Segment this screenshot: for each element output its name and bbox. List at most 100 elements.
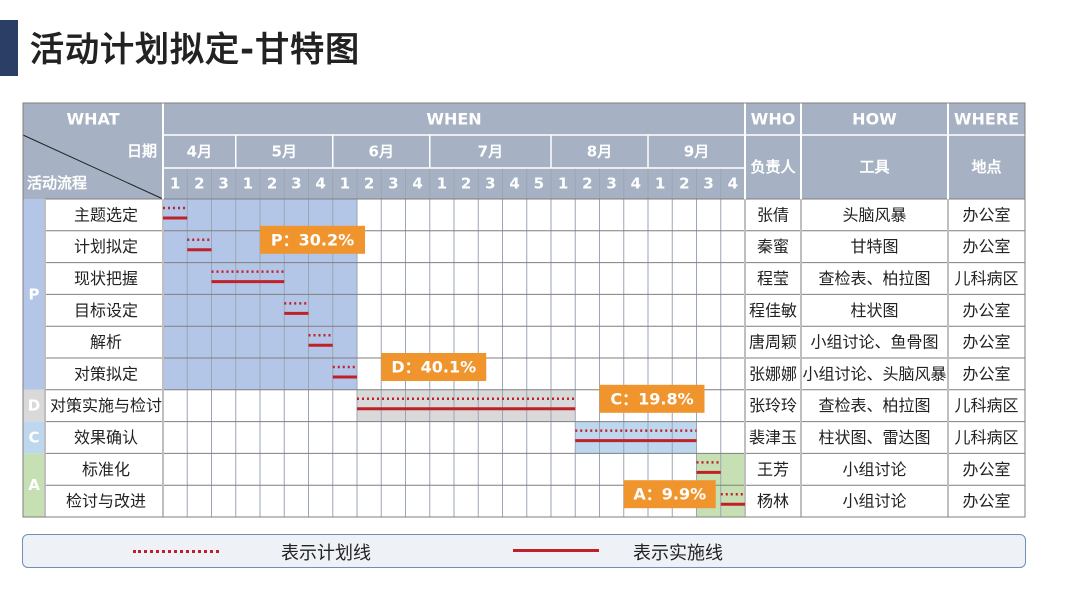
task-name: 主题选定 bbox=[74, 205, 138, 224]
month-label-4: 7月 bbox=[478, 143, 503, 161]
phase-cell-d bbox=[23, 389, 45, 422]
task-tool: 甘特图 bbox=[850, 237, 898, 256]
task-place: 办公室 bbox=[962, 492, 1010, 511]
header-tool: 工具 bbox=[859, 158, 889, 176]
callout-box bbox=[599, 384, 705, 413]
phase-shading-d bbox=[357, 389, 576, 422]
callout-box bbox=[381, 353, 487, 381]
task-tool: 柱状图 bbox=[850, 301, 898, 320]
task-tool: 小组讨论 bbox=[842, 492, 906, 511]
task-name: 解析 bbox=[90, 333, 122, 352]
task-place: 儿科病区 bbox=[954, 428, 1018, 447]
header-how: HOW bbox=[852, 110, 897, 129]
task-person: 秦蜜 bbox=[757, 237, 789, 256]
month-label-2: 5月 bbox=[272, 143, 297, 161]
task-name: 现状把握 bbox=[74, 269, 138, 288]
week-label: 1 bbox=[340, 175, 350, 193]
legend-plan-line bbox=[133, 550, 219, 553]
callout-1: P：30.2% bbox=[260, 225, 365, 254]
month-label-5: 8月 bbox=[587, 143, 612, 161]
header-background bbox=[23, 103, 1025, 199]
task-name: 效果确认 bbox=[74, 428, 138, 447]
week-label: 5 bbox=[534, 175, 544, 193]
week-label: 4 bbox=[728, 175, 738, 193]
task-name: 对策实施与检讨 bbox=[50, 396, 162, 415]
week-label: 1 bbox=[170, 175, 180, 193]
header-where: WHERE bbox=[954, 110, 1019, 129]
week-label: 2 bbox=[194, 175, 204, 193]
month-label-6: 9月 bbox=[684, 143, 709, 161]
header-date-label: 日期 bbox=[127, 142, 157, 160]
task-place: 儿科病区 bbox=[954, 396, 1018, 415]
week-label: 3 bbox=[485, 175, 495, 193]
week-label: 3 bbox=[606, 175, 616, 193]
callout-text: P：30.2% bbox=[271, 230, 354, 249]
task-tool: 查检表、柏拉图 bbox=[818, 396, 930, 415]
header-process-label: 活动流程 bbox=[27, 174, 87, 192]
callout-box bbox=[260, 225, 365, 254]
task-tool: 柱状图、雷达图 bbox=[818, 428, 930, 447]
task-person: 杨林 bbox=[757, 492, 789, 511]
task-name: 检讨与改进 bbox=[66, 492, 146, 511]
week-label: 4 bbox=[315, 175, 325, 193]
task-person: 裴津玉 bbox=[749, 428, 797, 447]
phase-label-p: P bbox=[29, 285, 40, 303]
callout-box bbox=[623, 480, 716, 509]
phase-shading-c bbox=[575, 421, 697, 454]
phase-label-c: C bbox=[28, 429, 39, 447]
task-tool: 头脑风暴 bbox=[842, 205, 906, 224]
header-what: WHAT bbox=[66, 110, 119, 129]
callout-4: A：9.9% bbox=[623, 480, 716, 509]
week-label: 4 bbox=[509, 175, 519, 193]
week-label: 2 bbox=[679, 175, 689, 193]
task-name: 标准化 bbox=[82, 460, 130, 479]
task-place: 办公室 bbox=[962, 333, 1010, 352]
legend-plan-label: 表示计划线 bbox=[281, 543, 371, 564]
task-place: 儿科病区 bbox=[954, 269, 1018, 288]
phase-cell-c bbox=[23, 421, 45, 454]
phase-label-a: A bbox=[28, 476, 40, 494]
week-label: 1 bbox=[437, 175, 447, 193]
phase-cell-a bbox=[23, 453, 45, 517]
task-name: 计划拟定 bbox=[74, 237, 138, 256]
task-person: 程佳敏 bbox=[749, 301, 797, 320]
task-person: 张玲玲 bbox=[749, 396, 797, 415]
callout-text: D：40.1% bbox=[391, 358, 476, 377]
phase-cell-p bbox=[23, 199, 45, 390]
week-label: 4 bbox=[412, 175, 422, 193]
table-border bbox=[22, 102, 1026, 518]
header-person: 负责人 bbox=[750, 158, 796, 176]
task-name: 对策拟定 bbox=[74, 364, 138, 383]
month-label-3: 6月 bbox=[369, 143, 394, 161]
week-label: 1 bbox=[243, 175, 253, 193]
task-place: 办公室 bbox=[962, 460, 1010, 479]
header-place: 地点 bbox=[971, 158, 1001, 176]
task-place: 办公室 bbox=[962, 301, 1010, 320]
title-accent-bar bbox=[0, 20, 18, 76]
month-label-1: 4月 bbox=[187, 143, 212, 161]
task-place: 办公室 bbox=[962, 205, 1010, 224]
week-label: 3 bbox=[703, 175, 713, 193]
legend: 表示计划线 表示实施线 bbox=[22, 534, 1026, 568]
week-label: 2 bbox=[364, 175, 374, 193]
week-label: 3 bbox=[388, 175, 398, 193]
legend-actual-line bbox=[513, 549, 599, 552]
task-person: 唐周颖 bbox=[749, 333, 797, 352]
task-tool: 小组讨论、头脑风暴 bbox=[802, 364, 946, 383]
task-place: 办公室 bbox=[962, 364, 1010, 383]
callout-text: A：9.9% bbox=[633, 485, 706, 504]
week-label: 1 bbox=[558, 175, 568, 193]
week-label: 3 bbox=[218, 175, 228, 193]
week-label: 2 bbox=[267, 175, 277, 193]
callout-2: D：40.1% bbox=[381, 353, 487, 381]
week-label: 1 bbox=[655, 175, 665, 193]
task-person: 张倩 bbox=[757, 205, 789, 224]
week-label: 2 bbox=[582, 175, 592, 193]
task-name: 目标设定 bbox=[74, 301, 138, 320]
header-diagonal bbox=[22, 134, 164, 200]
task-place: 办公室 bbox=[962, 237, 1010, 256]
header-who: WHO bbox=[751, 110, 796, 129]
week-label: 2 bbox=[461, 175, 471, 193]
task-person: 张娜娜 bbox=[749, 364, 797, 383]
